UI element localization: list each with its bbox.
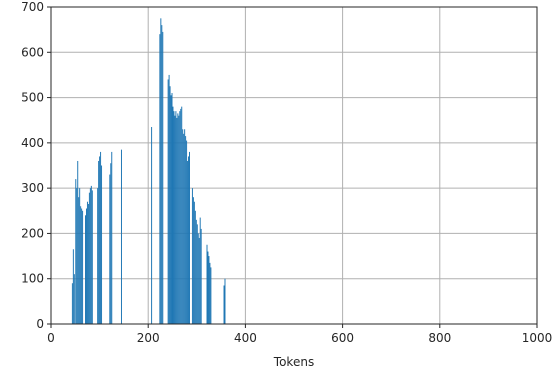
grid-layer xyxy=(50,6,538,325)
y-tick-label: 300 xyxy=(21,181,44,195)
y-tick-label: 200 xyxy=(21,226,44,240)
histogram-bar xyxy=(179,111,181,325)
histogram-bar xyxy=(151,127,153,324)
histogram-bar xyxy=(90,185,92,324)
x-tick-label: 800 xyxy=(428,331,451,345)
histogram-bar xyxy=(174,115,176,324)
histogram-bar xyxy=(162,31,164,325)
histogram-bar xyxy=(86,201,88,324)
histogram-bar xyxy=(210,267,212,324)
histogram-bar xyxy=(109,174,111,324)
histogram-bar xyxy=(181,106,183,324)
histogram-bar xyxy=(82,210,84,324)
histogram-bar xyxy=(81,208,83,324)
histogram-bar xyxy=(200,228,202,324)
x-tick-label: 0 xyxy=(47,331,55,345)
histogram-bar xyxy=(76,188,78,324)
histogram-bar xyxy=(169,86,171,324)
histogram-bar xyxy=(85,208,87,324)
histogram-bar xyxy=(193,201,195,324)
histogram-bar xyxy=(120,149,122,324)
histogram-bar xyxy=(182,129,184,324)
histogram-bar xyxy=(223,285,225,324)
histogram-bar xyxy=(189,151,190,324)
histogram-bar xyxy=(206,244,208,324)
histogram-bar xyxy=(80,206,82,324)
histogram-bar xyxy=(199,217,201,324)
histogram-bar xyxy=(184,129,186,324)
histogram-bar xyxy=(194,210,196,324)
histogram-bar xyxy=(198,237,200,324)
y-tick-label: 100 xyxy=(21,272,44,286)
histogram-bar xyxy=(173,111,175,325)
histogram-bar xyxy=(91,190,93,324)
y-tick-label: 400 xyxy=(21,136,44,150)
histogram-bar xyxy=(208,256,210,324)
plot-frame xyxy=(50,6,538,325)
x-tick-label: 400 xyxy=(234,331,257,345)
histogram-bar xyxy=(176,117,178,324)
x-axis-label: Tokens xyxy=(273,355,314,369)
histogram-bar xyxy=(175,111,177,325)
histogram-bar xyxy=(192,197,194,324)
histogram-bar xyxy=(110,163,112,324)
histogram-bar xyxy=(111,151,113,324)
histogram-bar xyxy=(71,283,73,324)
histogram-bar xyxy=(85,215,86,324)
histogram-bar xyxy=(172,106,174,324)
bars-layer xyxy=(71,18,226,325)
histogram-bar xyxy=(77,160,79,324)
histogram-bar xyxy=(72,249,74,324)
histogram-bar xyxy=(75,179,77,324)
histogram-bar xyxy=(170,95,172,324)
histogram-bar xyxy=(78,197,80,324)
histogram-bar xyxy=(101,165,103,324)
axes-layer: 0 200 400 600 800 1000 0 100 200 300 400 500 600 700 xyxy=(21,0,552,345)
histogram-bar xyxy=(161,25,163,324)
histogram-bar xyxy=(177,113,179,325)
x-tick-label: 600 xyxy=(331,331,354,345)
x-tick-label: 200 xyxy=(137,331,160,345)
histogram-bar xyxy=(79,188,81,324)
y-tick-label: 700 xyxy=(21,0,44,14)
x-tick-label: 1000 xyxy=(522,331,553,345)
histogram-bar xyxy=(98,160,100,324)
histogram-bar xyxy=(159,34,161,325)
histogram-bar xyxy=(100,151,102,324)
histogram-bar xyxy=(168,74,170,324)
histogram-bar xyxy=(191,188,193,324)
histogram-bar xyxy=(89,188,91,324)
histogram-bar xyxy=(88,192,90,324)
histogram-bar xyxy=(186,140,188,324)
histogram-bar xyxy=(180,108,182,325)
histogram-bar xyxy=(97,188,99,324)
histogram-bar xyxy=(183,133,185,324)
histogram-bar xyxy=(224,278,226,324)
histogram-bar xyxy=(171,93,173,325)
histogram-bar xyxy=(187,160,189,324)
histogram-bar xyxy=(99,156,101,324)
histogram-bar xyxy=(160,18,162,324)
y-tick-label: 500 xyxy=(21,91,44,105)
histogram-bar xyxy=(167,79,169,324)
histogram-bar xyxy=(188,156,190,324)
histogram-bar xyxy=(207,251,209,324)
y-tick-label: 600 xyxy=(21,45,44,59)
histogram-bar xyxy=(209,262,211,324)
y-tick-label: 0 xyxy=(36,317,44,331)
histogram-bar xyxy=(73,274,75,324)
histogram-bar xyxy=(178,115,180,324)
histogram-bar xyxy=(185,136,187,324)
histogram-bar xyxy=(197,233,199,324)
histogram-bar xyxy=(87,203,89,324)
histogram-bar xyxy=(196,224,198,324)
histogram-bar xyxy=(195,219,197,324)
